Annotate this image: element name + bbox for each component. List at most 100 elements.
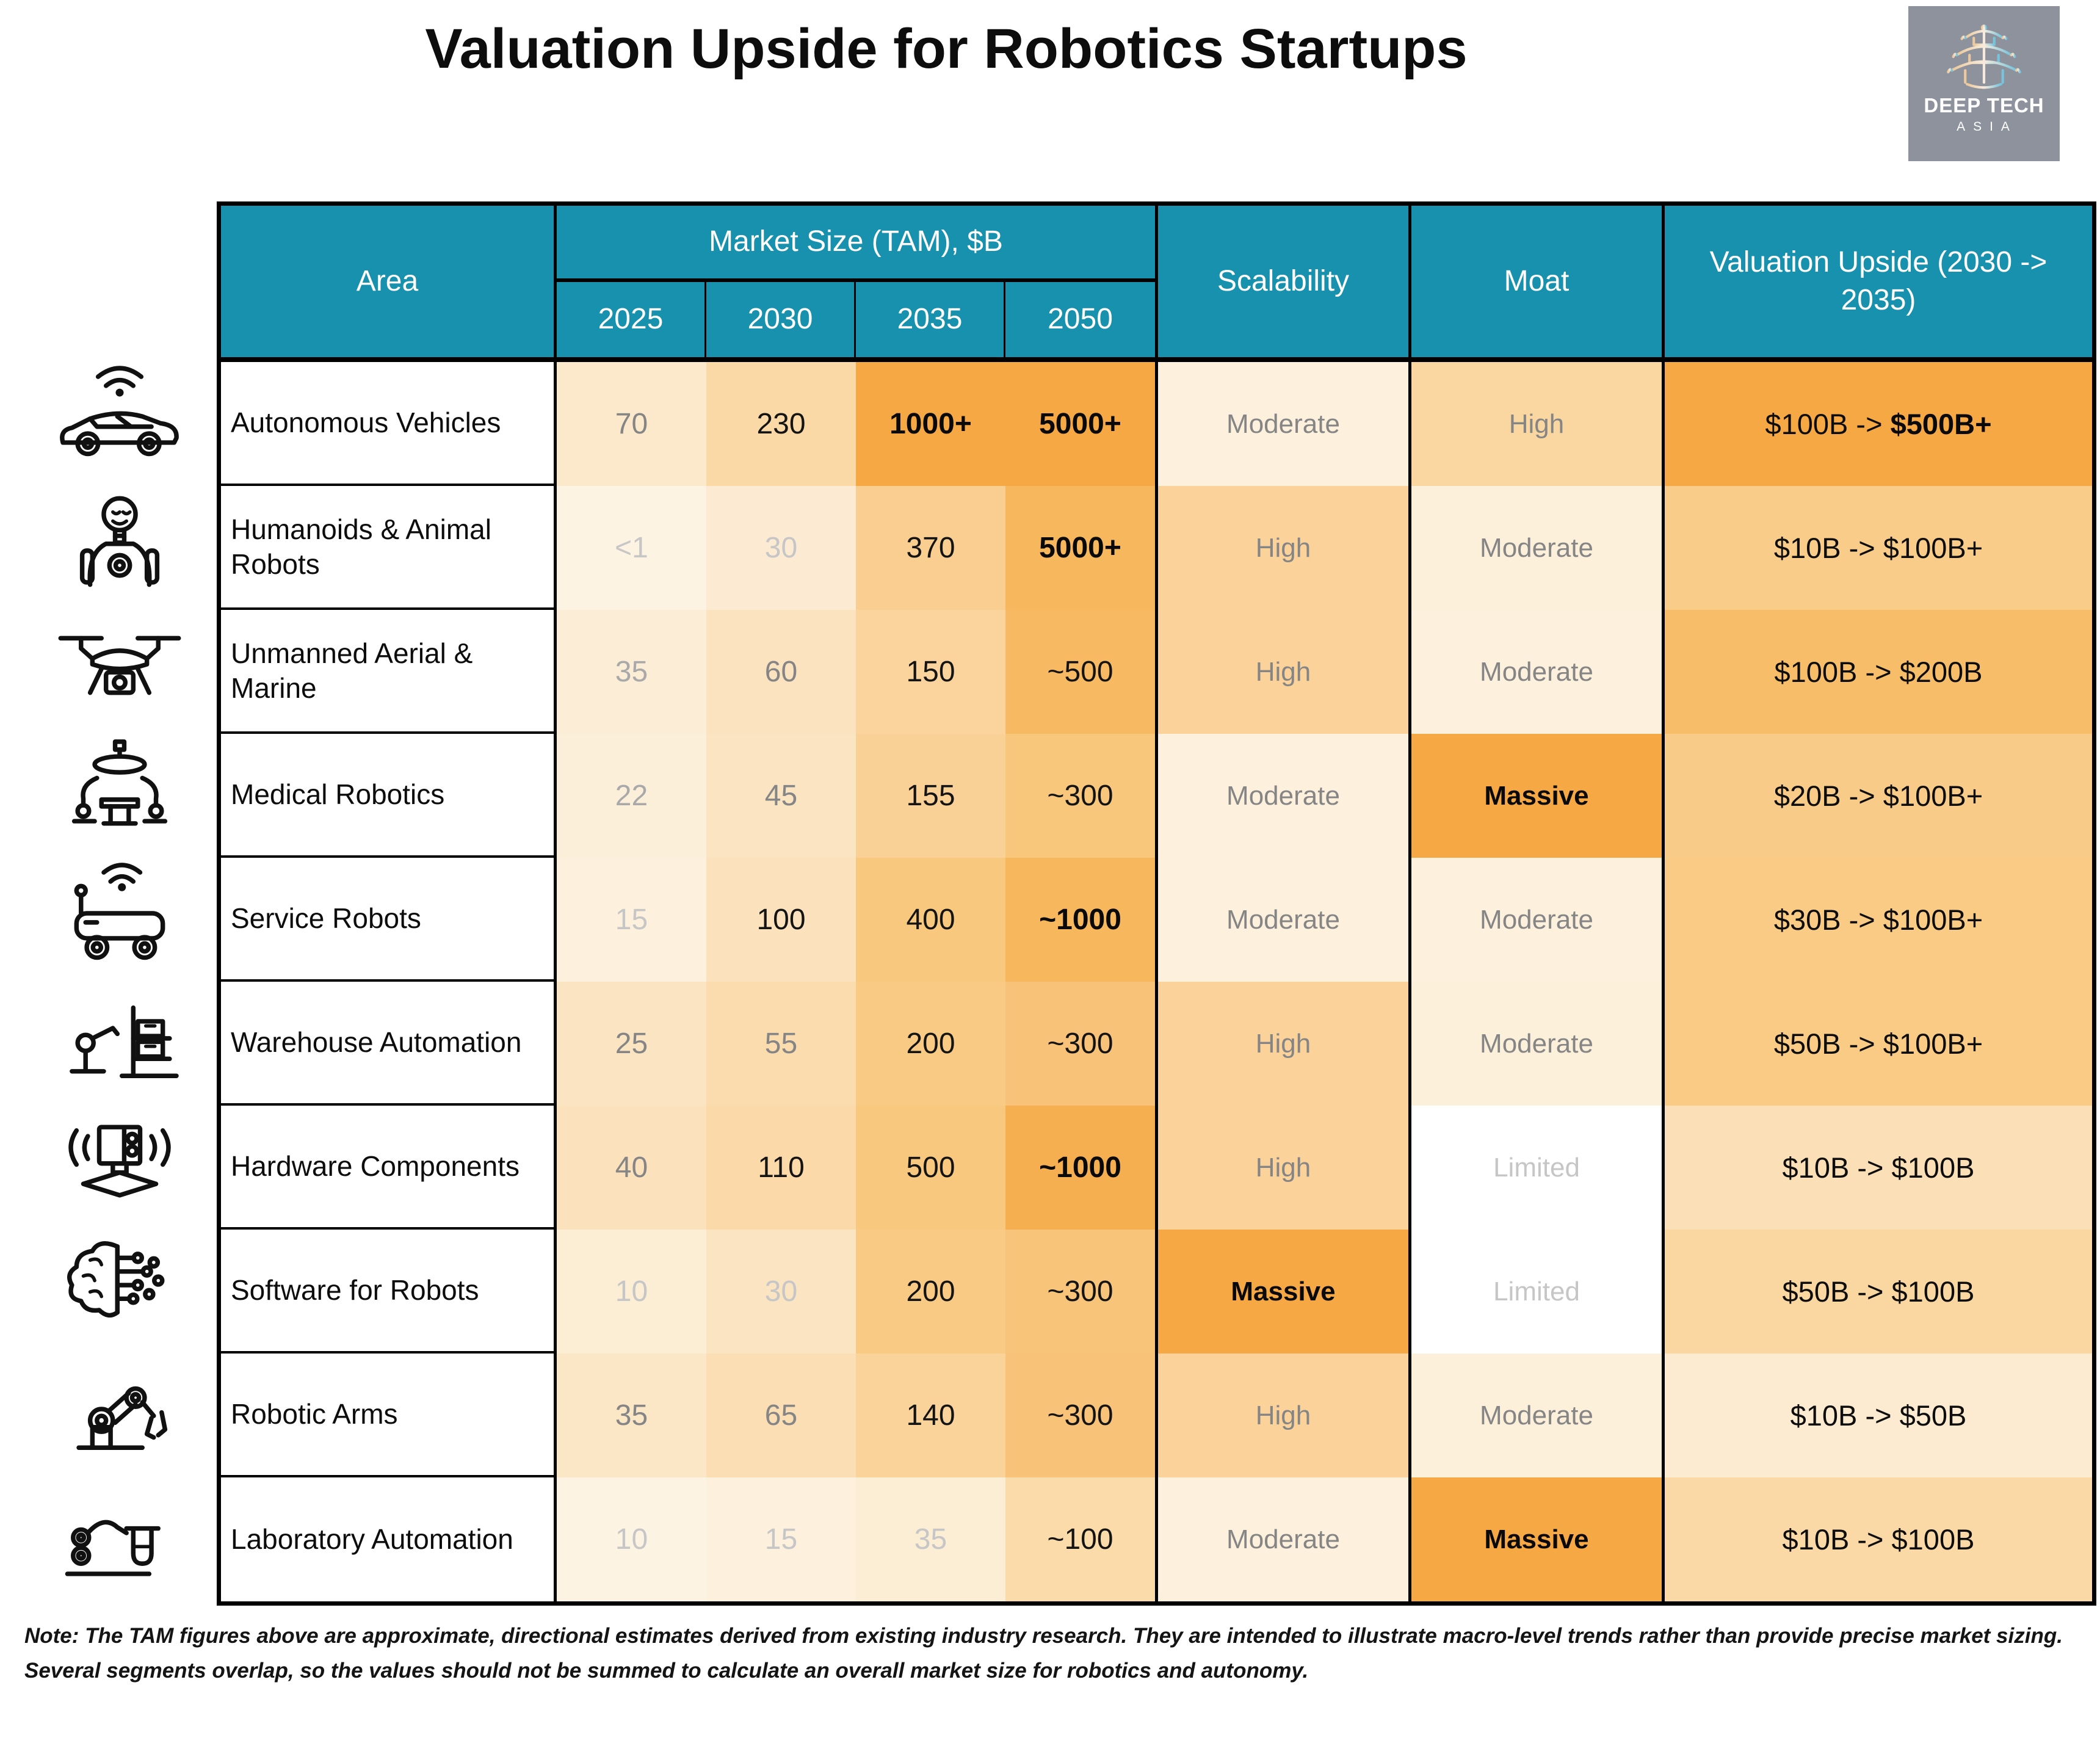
tam-2025-cell: 15 [557, 858, 706, 982]
scalability-cell: High [1155, 982, 1408, 1106]
header-year-2035: 2035 [856, 282, 1005, 357]
tam-2025-cell: 10 [557, 1230, 706, 1353]
medical-robot-icon [24, 727, 215, 851]
area-cell: Humanoids & Animal Robots [221, 486, 557, 610]
table-row: Hardware Components 40 110 500 ~1000 Hig… [221, 1106, 2092, 1230]
tam-2050-cell: ~1000 [1005, 858, 1155, 982]
table-row: Warehouse Automation 25 55 200 ~300 High… [221, 982, 2092, 1106]
tam-2050-cell: ~500 [1005, 610, 1155, 734]
moat-cell: Massive [1408, 1477, 1662, 1601]
service-robot-icon [24, 851, 215, 975]
table-row: Autonomous Vehicles 70 230 1000+ 5000+ M… [221, 362, 2092, 486]
table-row: Humanoids & Animal Robots <1 30 370 5000… [221, 486, 2092, 610]
area-cell: Robotic Arms [221, 1353, 557, 1477]
area-cell: Service Robots [221, 858, 557, 982]
area-label: Warehouse Automation [231, 1026, 522, 1059]
moat-cell: Moderate [1408, 982, 1662, 1106]
logo-text-line2: ASIA [1957, 120, 2018, 134]
valuation-text: $30B -> $100B+ [1773, 904, 1983, 936]
moat-cell: Moderate [1408, 1353, 1662, 1477]
laboratory-automation-icon [24, 1471, 215, 1595]
valuation-cell: $50B -> $100B [1662, 1230, 2092, 1353]
scalability-cell: Moderate [1155, 1477, 1408, 1601]
valuation-cell: $10B -> $100B+ [1662, 486, 2092, 610]
tam-2050-cell: 5000+ [1005, 486, 1155, 610]
valuation-text: $50B -> $100B [1782, 1275, 1975, 1308]
valuation-text: $10B -> $50B [1790, 1399, 1967, 1432]
valuation-text: $10B -> $100B+ [1773, 532, 1983, 564]
tam-2030-cell: 30 [706, 486, 856, 610]
tam-2035-cell: 35 [856, 1477, 1005, 1601]
tam-2030-cell: 55 [706, 982, 856, 1106]
area-cell: Laboratory Automation [221, 1477, 557, 1601]
pagoda-icon [1943, 11, 2025, 89]
area-label: Autonomous Vehicles [231, 407, 501, 439]
moat-cell: Moderate [1408, 486, 1662, 610]
header-area: Area [221, 206, 557, 357]
area-cell: Unmanned Aerial & Marine [221, 610, 557, 734]
tam-2025-cell: 35 [557, 610, 706, 734]
header-market-size-group: Market Size (TAM), $B [557, 206, 1155, 282]
deep-tech-asia-logo: DEEP TECH ASIA [1908, 6, 2060, 161]
warehouse-automation-icon [24, 975, 215, 1099]
tam-2050-cell: ~300 [1005, 1230, 1155, 1353]
logo-text-line1: DEEP TECH [1924, 94, 2044, 117]
valuation-cell: $20B -> $100B+ [1662, 734, 2092, 858]
valuation-text: $50B -> $100B+ [1773, 1027, 1983, 1060]
valuation-cell: $10B -> $50B [1662, 1353, 2092, 1477]
scalability-cell: Massive [1155, 1230, 1408, 1353]
valuation-text: $10B -> $100B [1782, 1151, 1975, 1184]
area-cell: Autonomous Vehicles [221, 362, 557, 486]
tam-2050-cell: ~100 [1005, 1477, 1155, 1601]
area-label: Robotic Arms [231, 1398, 398, 1430]
valuation-text: $10B -> $100B [1782, 1523, 1975, 1556]
tam-2050-cell: ~1000 [1005, 1106, 1155, 1230]
area-label: Medical Robotics [231, 778, 445, 811]
scalability-cell: High [1155, 1353, 1408, 1477]
tam-2025-cell: <1 [557, 486, 706, 610]
header-year-2050: 2050 [1048, 303, 1113, 336]
table-row: Robotic Arms 35 65 140 ~300 High Moderat… [221, 1353, 2092, 1477]
valuation-cell: $10B -> $100B [1662, 1477, 2092, 1601]
tam-2050-cell: ~300 [1005, 734, 1155, 858]
table-row: Software for Robots 10 30 200 ~300 Massi… [221, 1230, 2092, 1353]
scalability-cell: High [1155, 486, 1408, 610]
valuation-cell: $30B -> $100B+ [1662, 858, 2092, 982]
valuation-cell: $10B -> $100B [1662, 1106, 2092, 1230]
valuation-text: $20B -> $100B+ [1773, 780, 1983, 812]
tam-2025-cell: 35 [557, 1353, 706, 1477]
tam-2030-cell: 65 [706, 1353, 856, 1477]
table-header: Area Market Size (TAM), $B 2025 2030 203… [221, 206, 2092, 362]
valuation-text: $100B -> [1765, 408, 1891, 440]
scalability-cell: Moderate [1155, 734, 1408, 858]
tam-2035-cell: 155 [856, 734, 1005, 858]
moat-cell: Limited [1408, 1230, 1662, 1353]
scalability-cell: Moderate [1155, 858, 1408, 982]
tam-2035-cell: 400 [856, 858, 1005, 982]
tam-2035-cell: 500 [856, 1106, 1005, 1230]
header-year-2030: 2030 [706, 282, 856, 357]
valuation-text: $100B -> $200B [1774, 656, 1983, 688]
tam-2035-cell: 140 [856, 1353, 1005, 1477]
valuation-cell: $100B -> $200B [1662, 610, 2092, 734]
area-cell: Warehouse Automation [221, 982, 557, 1106]
tam-2030-cell: 100 [706, 858, 856, 982]
tam-2025-cell: 22 [557, 734, 706, 858]
tam-2025-cell: 25 [557, 982, 706, 1106]
scalability-cell: High [1155, 1106, 1408, 1230]
moat-cell: Moderate [1408, 610, 1662, 734]
tam-2025-cell: 70 [557, 362, 706, 486]
drone-icon [24, 603, 215, 727]
scalability-cell: Moderate [1155, 362, 1408, 486]
area-cell: Hardware Components [221, 1106, 557, 1230]
area-label: Software for Robots [231, 1274, 479, 1306]
header-moat: Moat [1408, 206, 1662, 357]
tam-2050-cell: ~300 [1005, 1353, 1155, 1477]
valuation-cell: $50B -> $100B+ [1662, 982, 2092, 1106]
tam-2035-cell: 200 [856, 1230, 1005, 1353]
tam-2035-cell: 1000+ [856, 362, 1005, 486]
area-label: Service Robots [231, 902, 421, 935]
valuation-table: Area Market Size (TAM), $B 2025 2030 203… [217, 201, 2096, 1606]
footnote: Note: The TAM figures above are approxim… [24, 1624, 2063, 1683]
robotic-arm-icon [24, 1347, 215, 1471]
